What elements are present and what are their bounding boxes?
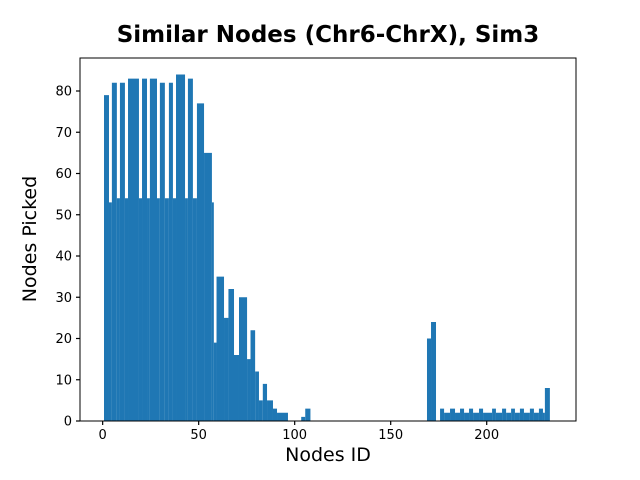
y-tick-label: 70 [55,126,72,141]
x-tick-label: 50 [190,428,207,443]
x-tick-label: 150 [378,428,403,443]
bar [444,412,451,421]
bar [204,152,212,422]
bar [128,78,139,422]
bar [305,408,311,422]
y-axis-label: Nodes Picked [19,175,41,303]
bar [196,103,205,422]
bar [258,400,263,422]
bar [464,412,470,421]
bar [172,198,177,421]
y-tick-label: 0 [64,415,72,430]
bar [538,408,543,422]
bar [301,416,306,422]
bar [192,198,197,421]
bar [255,371,259,421]
y-tick-label: 10 [55,373,72,388]
bar [431,322,437,421]
bar [149,78,157,422]
bar [506,412,512,421]
bar [272,408,278,422]
bar [104,95,109,422]
bar [492,408,496,422]
bar [262,383,268,422]
bar [247,359,251,422]
bar [267,400,273,422]
bar [211,202,214,422]
bar [124,198,128,421]
bar [168,82,173,421]
bar [147,198,150,421]
x-tick-label: 0 [99,428,107,443]
bar [185,198,188,421]
bar [119,82,125,421]
bar [455,412,461,421]
bar [519,408,524,422]
bar [157,198,160,421]
bar [514,412,520,421]
bar [142,78,148,422]
bar [228,289,235,421]
bar [426,338,432,421]
bar [529,408,534,422]
bar [176,74,186,421]
bar [224,317,229,422]
bar [109,202,112,422]
bar [116,198,120,421]
bar [216,276,225,422]
bar [213,342,217,422]
bar [483,412,493,421]
bar [450,408,456,422]
bar [502,408,507,422]
bar [544,388,550,421]
bar [523,412,530,421]
chart-title: Similar Nodes (Chr6-ChrX), Sim3 [116,22,540,48]
bar [187,78,193,422]
bar [234,355,239,421]
bar [277,412,288,421]
x-tick-label: 100 [282,428,307,443]
axes-frame [79,57,577,422]
bar [440,408,445,422]
bar [111,82,117,421]
y-tick-label: 80 [55,85,72,100]
bar [542,412,545,421]
bar [164,198,169,421]
y-tick-label: 30 [55,291,72,306]
x-axis-label: Nodes ID [285,444,371,466]
y-tick-label: 60 [55,167,72,182]
bar [479,408,484,422]
bar [460,408,465,422]
y-tick-label: 40 [55,250,72,265]
x-tick-label: 200 [474,428,499,443]
bar [495,412,503,421]
bar [469,408,474,422]
bar [250,330,256,421]
y-tick-label: 20 [55,332,72,347]
bar [511,408,515,422]
y-tick-label: 50 [55,208,72,223]
bar [159,82,165,421]
bar [138,198,143,421]
bar [473,412,480,421]
bar [533,412,539,421]
bar [239,297,248,421]
